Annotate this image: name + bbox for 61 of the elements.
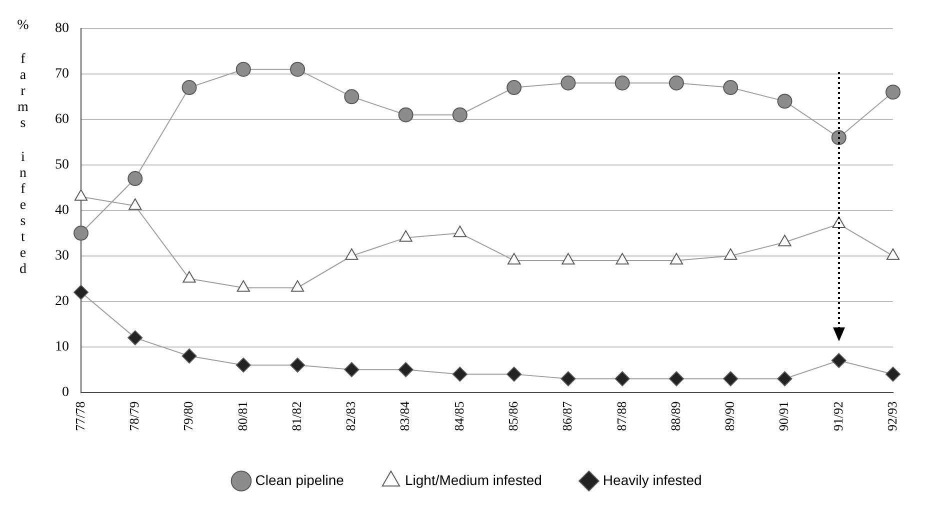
x-tick-label: 80/81: [234, 401, 250, 432]
x-tick-label: 83/84: [397, 400, 412, 432]
legend-label: Heavily infested: [602, 472, 702, 488]
point: [560, 371, 576, 386]
x-tick-label: 79/80: [180, 401, 196, 432]
point: [560, 76, 576, 90]
point: [777, 371, 792, 386]
point: [614, 76, 630, 90]
point: [128, 330, 143, 346]
point: [398, 107, 414, 122]
x-tick-label: 78/79: [126, 401, 142, 432]
x-tick-label: 90/91: [776, 401, 792, 432]
point: [777, 94, 792, 109]
x-tick-label: 91/92: [830, 401, 846, 432]
legend-label: Clean pipeline: [255, 472, 344, 488]
x-tick-label: 86/87: [560, 400, 575, 432]
y-tick-label: 30: [55, 248, 69, 264]
point: [506, 366, 522, 382]
y-tick-label: 40: [55, 203, 69, 218]
text: % farms infested: [17, 18, 29, 277]
x-tick-label: 87/88: [614, 401, 629, 432]
legend-label: Light/Medium infested: [404, 472, 542, 488]
point: [182, 80, 197, 96]
y-tick-label: 80: [55, 21, 69, 36]
y-tick-label: 60: [55, 112, 69, 128]
y-tick-label: 70: [55, 66, 69, 82]
point: [344, 362, 360, 378]
point: [452, 366, 468, 382]
point: [723, 371, 738, 386]
point: [668, 371, 684, 386]
x-tick-label: 77/78: [72, 401, 88, 432]
point: [668, 76, 684, 90]
x-tick-label: 89/90: [722, 401, 738, 432]
y-tick-label: 0: [62, 385, 69, 400]
x-tick-label: 84/85: [451, 401, 466, 432]
point: [614, 371, 630, 386]
point: [290, 62, 306, 77]
point: [236, 62, 251, 77]
x-tick-label: 92/93: [884, 401, 900, 432]
point: [723, 80, 738, 96]
point: [831, 130, 846, 146]
x-tick-label: 82/83: [343, 401, 358, 432]
point: [831, 353, 846, 368]
point: [74, 284, 88, 300]
point: [128, 171, 143, 186]
point: [886, 366, 900, 382]
x-tick-label: 81/82: [288, 401, 304, 432]
point: [452, 107, 468, 122]
point: [290, 358, 306, 373]
point: [506, 80, 522, 96]
y-tick-label: 10: [55, 340, 69, 355]
point: [398, 362, 414, 378]
point: [886, 84, 900, 100]
x-tick-label: 88/89: [668, 401, 683, 432]
point: [344, 89, 360, 104]
point: [182, 348, 197, 364]
y-tick-label: 50: [55, 158, 69, 173]
point: [74, 226, 88, 241]
y-tick-label: 20: [55, 294, 69, 310]
x-tick-label: 85/86: [505, 400, 520, 432]
point: [236, 358, 251, 373]
